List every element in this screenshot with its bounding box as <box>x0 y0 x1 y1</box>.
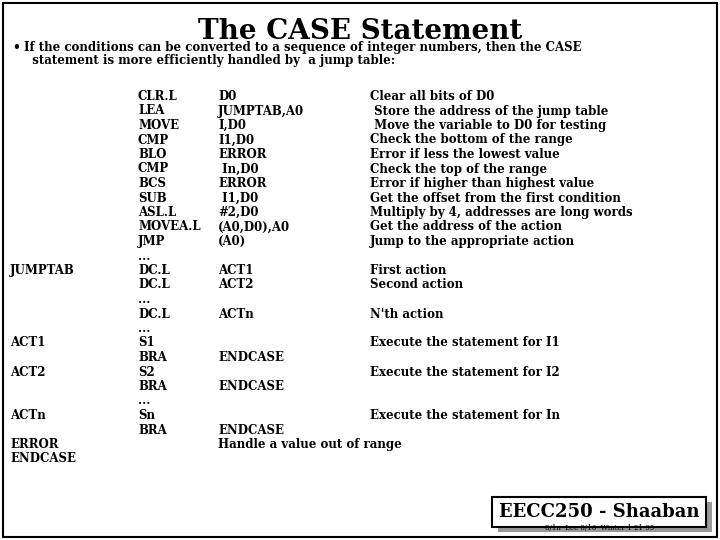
Text: Execute the statement for I1: Execute the statement for I1 <box>370 336 559 349</box>
Text: CLR.L: CLR.L <box>138 90 178 103</box>
Text: Error if less the lowest value: Error if less the lowest value <box>370 148 559 161</box>
Text: Clear all bits of D0: Clear all bits of D0 <box>370 90 495 103</box>
Text: I,D0: I,D0 <box>218 119 246 132</box>
Text: Get the address of the action: Get the address of the action <box>370 220 562 233</box>
Text: 8/1n  Lec 8/16  Winter 1-21-99: 8/1n Lec 8/16 Winter 1-21-99 <box>545 524 654 532</box>
Text: ACT1: ACT1 <box>218 264 253 277</box>
Text: CMP: CMP <box>138 133 169 146</box>
Text: Handle a value out of range: Handle a value out of range <box>218 438 402 451</box>
Bar <box>492 497 706 527</box>
Text: statement is more efficiently handled by  a jump table:: statement is more efficiently handled by… <box>24 54 395 67</box>
Text: In,D0: In,D0 <box>218 163 258 176</box>
Text: SUB: SUB <box>138 192 166 205</box>
Text: ENDCASE: ENDCASE <box>218 380 284 393</box>
Text: Execute the statement for I2: Execute the statement for I2 <box>370 366 559 379</box>
Text: LEA: LEA <box>138 105 164 118</box>
Text: BRA: BRA <box>138 351 167 364</box>
Bar <box>498 502 712 532</box>
Text: S1: S1 <box>138 336 155 349</box>
Text: BRA: BRA <box>138 423 167 436</box>
Text: DC.L: DC.L <box>138 279 170 292</box>
Text: S2: S2 <box>138 366 155 379</box>
Text: Multiply by 4, addresses are long words: Multiply by 4, addresses are long words <box>370 206 633 219</box>
Text: JUMPTAB: JUMPTAB <box>10 264 75 277</box>
Text: BRA: BRA <box>138 380 167 393</box>
Text: #2,D0: #2,D0 <box>218 206 258 219</box>
Text: ACTn: ACTn <box>218 307 253 321</box>
Text: Jump to the appropriate action: Jump to the appropriate action <box>370 235 575 248</box>
Text: CMP: CMP <box>138 163 169 176</box>
Text: ...: ... <box>138 293 150 306</box>
Text: •: • <box>12 41 20 54</box>
Text: I1,D0: I1,D0 <box>218 133 254 146</box>
Text: ASL.L: ASL.L <box>138 206 176 219</box>
Text: MOVEA.L: MOVEA.L <box>138 220 201 233</box>
Text: MOVE: MOVE <box>138 119 179 132</box>
Text: JUMPTAB,A0: JUMPTAB,A0 <box>218 105 304 118</box>
Text: (A0,D0),A0: (A0,D0),A0 <box>218 220 290 233</box>
Text: Check the top of the range: Check the top of the range <box>370 163 547 176</box>
Text: I1,D0: I1,D0 <box>218 192 258 205</box>
Text: DC.L: DC.L <box>138 307 170 321</box>
Text: ERROR: ERROR <box>218 148 266 161</box>
Text: Second action: Second action <box>370 279 463 292</box>
Text: The CASE Statement: The CASE Statement <box>198 18 522 45</box>
Text: Get the offset from the first condition: Get the offset from the first condition <box>370 192 621 205</box>
Text: ACT1: ACT1 <box>10 336 45 349</box>
Text: D0: D0 <box>218 90 236 103</box>
Text: First action: First action <box>370 264 446 277</box>
Text: BLO: BLO <box>138 148 166 161</box>
Text: ...: ... <box>138 395 150 408</box>
Text: JMP: JMP <box>138 235 166 248</box>
Text: Execute the statement for In: Execute the statement for In <box>370 409 560 422</box>
Text: Error if higher than highest value: Error if higher than highest value <box>370 177 594 190</box>
Text: ACT2: ACT2 <box>10 366 45 379</box>
Text: ERROR: ERROR <box>218 177 266 190</box>
Text: Sn: Sn <box>138 409 155 422</box>
Text: (A0): (A0) <box>218 235 246 248</box>
Text: Check the bottom of the range: Check the bottom of the range <box>370 133 572 146</box>
Text: EECC250 - Shaaban: EECC250 - Shaaban <box>499 503 699 521</box>
Text: If the conditions can be converted to a sequence of integer numbers, then the CA: If the conditions can be converted to a … <box>24 41 582 54</box>
Text: ENDCASE: ENDCASE <box>218 351 284 364</box>
Text: ERROR: ERROR <box>10 438 58 451</box>
Text: ENDCASE: ENDCASE <box>10 453 76 465</box>
Text: DC.L: DC.L <box>138 264 170 277</box>
Text: ...: ... <box>138 249 150 262</box>
Text: Store the address of the jump table: Store the address of the jump table <box>370 105 608 118</box>
Text: BCS: BCS <box>138 177 166 190</box>
Text: N'th action: N'th action <box>370 307 444 321</box>
Text: ENDCASE: ENDCASE <box>218 423 284 436</box>
Text: ACT2: ACT2 <box>218 279 253 292</box>
Text: Move the variable to D0 for testing: Move the variable to D0 for testing <box>370 119 606 132</box>
Text: ...: ... <box>138 322 150 335</box>
Text: ACTn: ACTn <box>10 409 46 422</box>
